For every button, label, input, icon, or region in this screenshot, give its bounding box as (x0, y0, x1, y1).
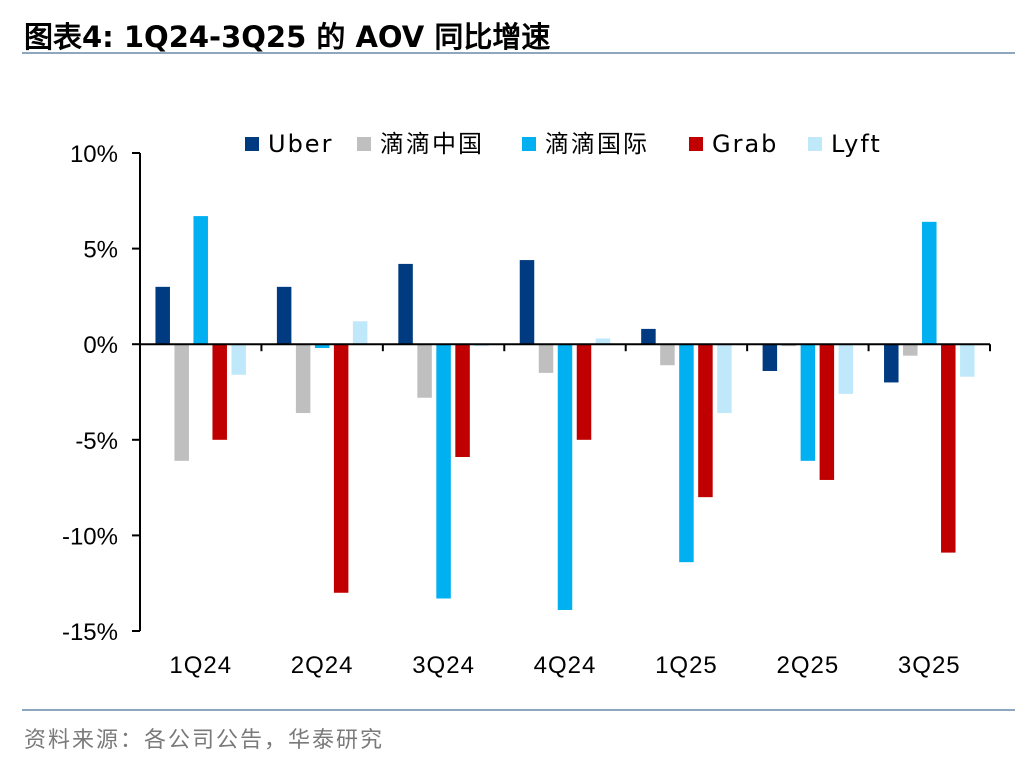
bar-滴滴国际-1Q25 (679, 344, 694, 563)
bar-Lyft-1Q24 (231, 344, 246, 375)
bar-Lyft-2Q24 (352, 321, 368, 345)
bar-Uber-1Q25 (641, 328, 656, 345)
bars (155, 216, 975, 610)
legend-swatch-Uber (245, 137, 259, 151)
y-tick-label: -15% (62, 619, 118, 646)
y-axis: 10% 5% 0% -5% -10% -15% (62, 141, 141, 646)
bar-滴滴中国-4Q24 (538, 344, 554, 373)
bottom-divider (22, 709, 1015, 711)
bar-滴滴中国-1Q24 (174, 344, 189, 461)
legend-label: Grab (712, 130, 778, 158)
bar-Grab-2Q24 (333, 344, 349, 593)
bar-Lyft-1Q25 (717, 344, 732, 414)
bar-Uber-2Q24 (276, 286, 292, 345)
x-tick-label: 4Q24 (534, 652, 597, 679)
y-tick-label: -10% (62, 523, 118, 550)
bar-Grab-3Q25 (941, 344, 956, 553)
y-tick-label: -5% (75, 428, 118, 455)
bar-Uber-2Q25 (762, 344, 778, 371)
bar-滴滴国际-3Q25 (922, 221, 937, 345)
y-tick-label: 10% (70, 141, 118, 168)
y-tick-label: 5% (83, 237, 118, 264)
legend-swatch-Grab (689, 137, 703, 151)
legend-label: Lyft (831, 130, 882, 158)
bar-Lyft-3Q25 (960, 344, 975, 377)
legend-label: Uber (268, 130, 333, 158)
x-tick-label: 3Q24 (412, 652, 475, 679)
bar-Grab-1Q24 (212, 344, 227, 440)
bar-滴滴国际-4Q24 (557, 344, 573, 610)
bar-Uber-1Q24 (155, 286, 170, 345)
bar-滴滴中国-2Q24 (295, 344, 311, 414)
y-tick-label: 0% (83, 332, 118, 359)
bar-Lyft-4Q24 (595, 338, 611, 345)
bar-Grab-2Q25 (819, 344, 835, 480)
legend: Uber 滴滴中国 滴滴国际 Grab Lyft (245, 130, 882, 158)
legend-swatch-滴滴中国 (357, 137, 371, 151)
top-divider (22, 52, 1015, 54)
bar-滴滴中国-3Q25 (903, 344, 918, 356)
source-note: 资料来源：各公司公告，华泰研究 (24, 728, 385, 753)
legend-swatch-Lyft (808, 137, 822, 151)
bar-Uber-4Q24 (519, 260, 535, 345)
legend-swatch-滴滴国际 (522, 137, 536, 151)
x-tick-label: 3Q25 (898, 652, 961, 679)
legend-label: 滴滴中国 (380, 130, 484, 158)
bar-滴滴中国-1Q25 (660, 344, 675, 366)
bar-滴滴中国-3Q24 (417, 344, 432, 398)
x-tick-label: 1Q25 (655, 652, 718, 679)
bar-Grab-3Q24 (455, 344, 470, 458)
bar-滴滴国际-1Q24 (193, 216, 208, 345)
bar-滴滴国际-2Q25 (800, 344, 816, 461)
bar-Grab-1Q25 (698, 344, 713, 498)
bar-滴滴国际-2Q24 (314, 344, 330, 349)
bar-Uber-3Q24 (398, 263, 413, 345)
x-tick-label: 2Q24 (291, 652, 354, 679)
bar-Grab-4Q24 (576, 344, 592, 440)
legend-label: 滴滴国际 (545, 130, 649, 158)
bar-Lyft-2Q25 (838, 344, 854, 394)
bar-滴滴国际-3Q24 (436, 344, 451, 599)
x-tick-label: 2Q25 (776, 652, 839, 679)
bar-Uber-3Q25 (884, 344, 899, 383)
x-tick-label: 1Q24 (169, 652, 232, 679)
figure-title: 图表4: 1Q24-3Q25 的 AOV 同比增速 (24, 20, 551, 54)
x-axis: 1Q24 2Q24 3Q24 4Q24 1Q25 2Q25 3Q25 (139, 343, 991, 679)
